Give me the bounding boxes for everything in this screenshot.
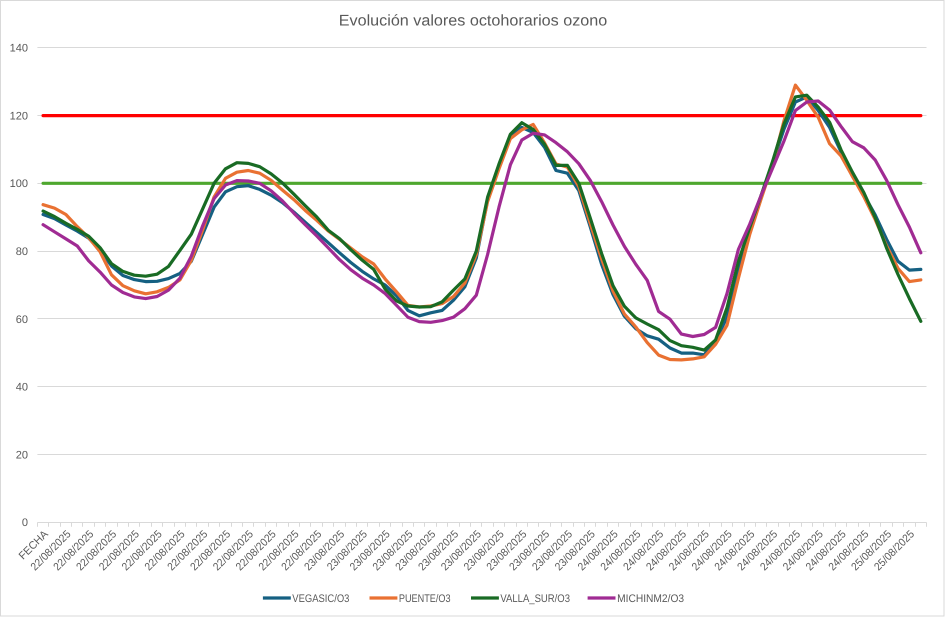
svg-text:0: 0 bbox=[22, 517, 28, 529]
svg-text:PUENTE/O3: PUENTE/O3 bbox=[399, 593, 451, 605]
svg-text:80: 80 bbox=[16, 246, 28, 258]
svg-text:Evolución valores octohorarios: Evolución valores octohorarios ozono bbox=[339, 13, 608, 30]
svg-text:MICHINM2/O3: MICHINM2/O3 bbox=[617, 593, 684, 605]
svg-text:VEGASIC/O3: VEGASIC/O3 bbox=[292, 593, 349, 605]
svg-text:40: 40 bbox=[16, 382, 28, 394]
svg-text:20: 20 bbox=[16, 449, 28, 461]
svg-text:140: 140 bbox=[10, 43, 28, 55]
svg-text:100: 100 bbox=[10, 178, 28, 190]
svg-text:120: 120 bbox=[10, 111, 28, 123]
svg-text:60: 60 bbox=[16, 314, 28, 326]
svg-text:VALLA_SUR/O3: VALLA_SUR/O3 bbox=[500, 593, 570, 605]
